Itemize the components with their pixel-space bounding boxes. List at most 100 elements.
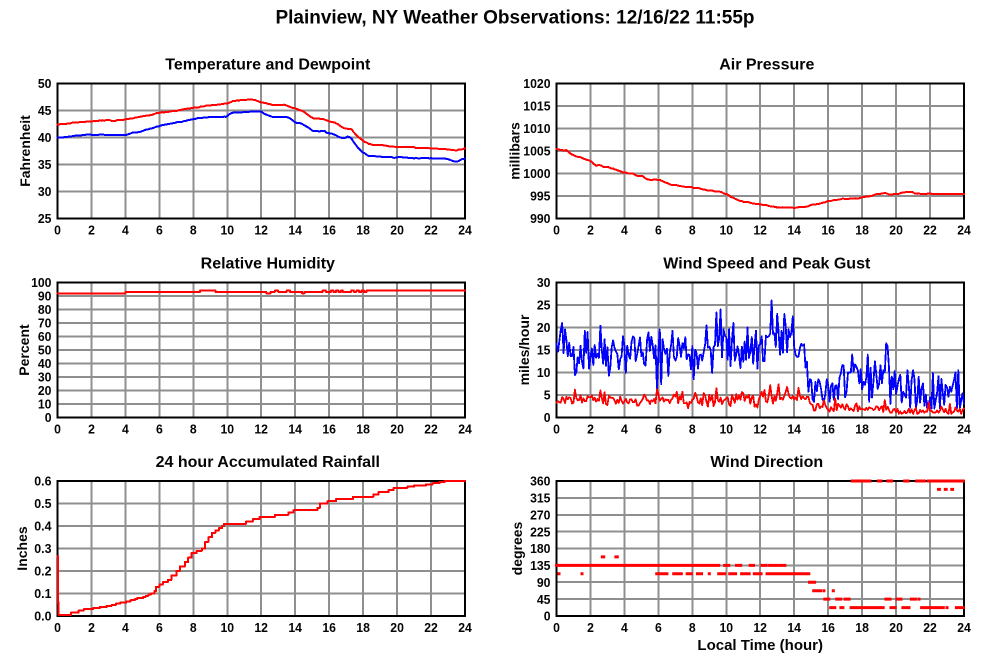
svg-text:22: 22 xyxy=(923,222,937,237)
svg-text:990: 990 xyxy=(530,211,550,226)
svg-text:18: 18 xyxy=(855,222,869,237)
svg-text:12: 12 xyxy=(254,421,268,436)
svg-text:50: 50 xyxy=(38,76,52,91)
svg-text:225: 225 xyxy=(530,524,550,539)
svg-text:1010: 1010 xyxy=(523,121,550,136)
svg-text:10: 10 xyxy=(221,421,235,436)
svg-text:Wind Direction: Wind Direction xyxy=(710,454,823,471)
svg-text:18: 18 xyxy=(356,222,370,237)
svg-text:0: 0 xyxy=(553,421,560,436)
svg-text:22: 22 xyxy=(424,222,438,237)
svg-text:90: 90 xyxy=(537,575,551,590)
svg-text:180: 180 xyxy=(530,541,550,556)
svg-text:20: 20 xyxy=(889,421,903,436)
svg-text:0: 0 xyxy=(553,620,560,635)
svg-text:22: 22 xyxy=(923,620,937,635)
svg-text:20: 20 xyxy=(390,620,404,635)
svg-text:Inches: Inches xyxy=(14,526,30,571)
svg-text:14: 14 xyxy=(787,421,801,436)
svg-text:0: 0 xyxy=(544,609,551,624)
svg-text:14: 14 xyxy=(787,620,801,635)
svg-text:8: 8 xyxy=(689,620,696,635)
svg-text:0.5: 0.5 xyxy=(34,496,51,511)
svg-text:0: 0 xyxy=(54,222,61,237)
svg-text:24: 24 xyxy=(957,620,971,635)
svg-text:25: 25 xyxy=(38,211,52,226)
svg-text:14: 14 xyxy=(288,421,302,436)
svg-text:12: 12 xyxy=(753,620,767,635)
svg-text:315: 315 xyxy=(530,491,550,506)
svg-text:6: 6 xyxy=(655,421,662,436)
svg-text:16: 16 xyxy=(322,620,336,635)
svg-text:6: 6 xyxy=(156,222,163,237)
svg-text:2: 2 xyxy=(587,620,594,635)
svg-text:15: 15 xyxy=(537,343,551,358)
svg-text:12: 12 xyxy=(753,421,767,436)
svg-text:24: 24 xyxy=(957,222,971,237)
svg-text:10: 10 xyxy=(720,222,734,237)
svg-text:10: 10 xyxy=(38,397,52,412)
svg-text:1015: 1015 xyxy=(523,99,550,114)
svg-text:4: 4 xyxy=(122,421,130,436)
svg-text:Air Pressure: Air Pressure xyxy=(719,56,814,73)
svg-text:0.2: 0.2 xyxy=(34,564,51,579)
svg-text:18: 18 xyxy=(356,620,370,635)
svg-text:Relative Humidity: Relative Humidity xyxy=(201,255,335,272)
svg-text:10: 10 xyxy=(720,620,734,635)
svg-text:995: 995 xyxy=(530,189,550,204)
svg-text:40: 40 xyxy=(38,356,52,371)
svg-text:6: 6 xyxy=(156,620,163,635)
svg-text:20: 20 xyxy=(889,620,903,635)
svg-text:16: 16 xyxy=(821,620,835,635)
svg-text:10: 10 xyxy=(720,421,734,436)
svg-text:24: 24 xyxy=(458,421,472,436)
svg-text:12: 12 xyxy=(753,222,767,237)
svg-text:1005: 1005 xyxy=(523,144,550,159)
svg-text:0.3: 0.3 xyxy=(34,541,51,556)
svg-text:10: 10 xyxy=(221,620,235,635)
svg-text:50: 50 xyxy=(38,343,52,358)
svg-text:16: 16 xyxy=(821,222,835,237)
svg-text:18: 18 xyxy=(855,421,869,436)
svg-text:20: 20 xyxy=(38,383,52,398)
svg-text:70: 70 xyxy=(38,316,52,331)
svg-text:22: 22 xyxy=(923,421,937,436)
svg-text:20: 20 xyxy=(537,320,551,335)
svg-text:Local Time (hour): Local Time (hour) xyxy=(697,637,823,654)
svg-text:degrees: degrees xyxy=(509,521,525,575)
svg-text:12: 12 xyxy=(254,620,268,635)
svg-text:30: 30 xyxy=(38,184,52,199)
svg-text:90: 90 xyxy=(38,289,52,304)
svg-text:16: 16 xyxy=(821,421,835,436)
svg-text:0: 0 xyxy=(544,410,551,425)
svg-text:18: 18 xyxy=(855,620,869,635)
svg-text:45: 45 xyxy=(537,592,551,607)
svg-text:2: 2 xyxy=(88,620,95,635)
svg-text:22: 22 xyxy=(424,620,438,635)
svg-text:4: 4 xyxy=(621,620,629,635)
svg-text:4: 4 xyxy=(122,222,130,237)
svg-text:45: 45 xyxy=(38,103,52,118)
svg-text:16: 16 xyxy=(322,421,336,436)
svg-text:14: 14 xyxy=(288,222,302,237)
svg-text:6: 6 xyxy=(655,620,662,635)
svg-text:12: 12 xyxy=(254,222,268,237)
svg-text:8: 8 xyxy=(190,421,197,436)
svg-text:25: 25 xyxy=(537,298,551,313)
svg-text:8: 8 xyxy=(190,222,197,237)
svg-text:360: 360 xyxy=(530,474,550,489)
svg-text:2: 2 xyxy=(88,222,95,237)
svg-text:Plainview, NY Weather Observat: Plainview, NY Weather Observations: 12/1… xyxy=(275,8,754,29)
svg-text:24: 24 xyxy=(458,620,472,635)
svg-text:Percent: Percent xyxy=(16,324,32,376)
svg-text:1020: 1020 xyxy=(523,76,550,91)
svg-text:24 hour Accumulated Rainfall: 24 hour Accumulated Rainfall xyxy=(156,454,380,471)
svg-text:135: 135 xyxy=(530,558,550,573)
svg-text:10: 10 xyxy=(221,222,235,237)
svg-text:16: 16 xyxy=(322,222,336,237)
svg-text:22: 22 xyxy=(424,421,438,436)
svg-text:80: 80 xyxy=(38,302,52,317)
svg-text:miles/hour: miles/hour xyxy=(516,314,532,385)
svg-text:35: 35 xyxy=(38,157,52,172)
svg-text:0: 0 xyxy=(54,421,61,436)
